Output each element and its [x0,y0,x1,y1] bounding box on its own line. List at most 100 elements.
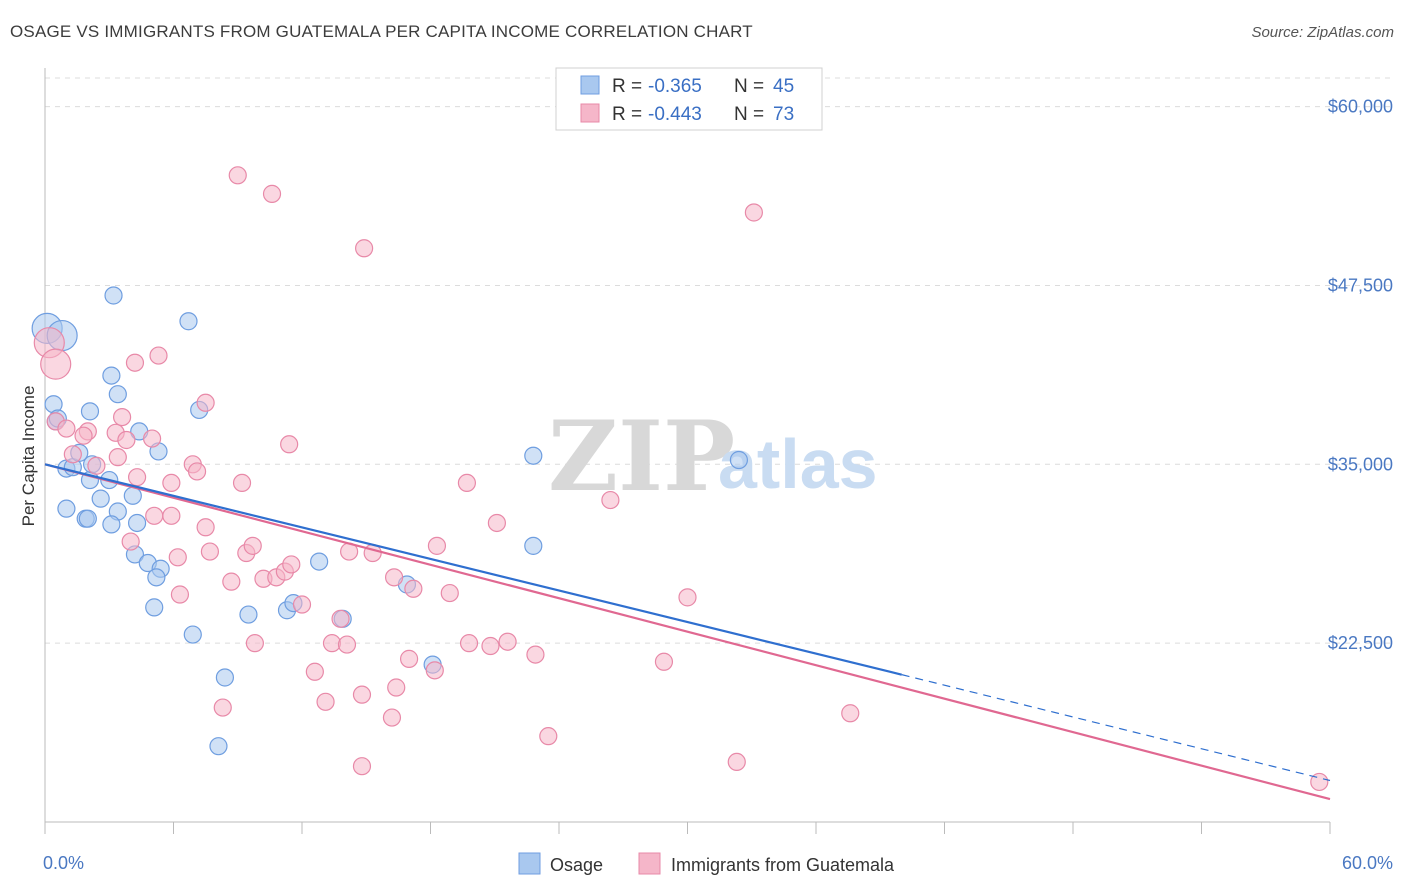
point-guatemala-6 [125,353,145,372]
point-osage-37 [183,625,202,644]
point-osage-24 [102,515,121,534]
point-guatemala-51 [331,609,350,628]
point-guatemala-52 [245,634,264,653]
trend-line-osage [44,463,902,676]
y-tick-label-2: $47,500 [1328,275,1393,295]
point-guatemala-30 [196,518,215,537]
point-guatemala-48 [404,579,423,598]
point-osage-10 [179,312,198,331]
y-tick-label-3: $60,000 [1328,97,1393,117]
point-osage-38 [215,668,234,687]
point-guatemala-49 [440,583,459,603]
trend-lines [44,463,1331,801]
legend-r-label-guatemala: R = [612,104,642,125]
point-osage-43 [729,450,749,470]
point-guatemala-26 [457,473,477,493]
point-guatemala-23 [162,473,181,493]
point-guatemala-27 [601,490,620,510]
legend-n-label-osage: N = [734,76,764,97]
point-guatemala-29 [162,506,181,525]
point-guatemala-61 [305,662,324,681]
point-guatemala-18 [87,456,106,475]
point-guatemala-24 [232,473,252,493]
point-osage-30 [145,598,164,617]
point-osage-34 [310,552,329,571]
legend-swatch-osage [580,75,600,95]
point-guatemala-39 [427,536,447,555]
point-guatemala-57 [498,632,517,651]
point-osage-20 [57,499,76,518]
trend-line-osage-extension [901,674,1331,782]
point-guatemala-71 [727,752,746,772]
point-guatemala-65 [352,685,372,704]
bottom-legend-osage: Osage [550,855,603,875]
point-guatemala-59 [399,649,419,668]
point-osage-42 [524,536,543,555]
legend-swatch-guatemala [580,103,600,123]
point-guatemala-33 [168,548,187,567]
point-guatemala-69 [539,727,558,746]
point-guatemala-66 [213,698,232,717]
point-guatemala-2 [228,166,247,185]
bottom-legend-guatemala: Immigrants from Guatemala [671,855,895,875]
source-label: Source: ZipAtlas.com [1251,24,1394,41]
legend-n-value-osage: 45 [773,76,794,97]
point-guatemala-34 [200,542,220,561]
point-guatemala-63 [387,678,406,697]
point-guatemala-53 [322,634,342,653]
y-axis-label: Per Capita Income [19,386,38,527]
point-guatemala-31 [487,513,506,533]
point-guatemala-50 [678,588,697,607]
point-guatemala-10 [57,419,76,438]
point-guatemala-60 [425,661,444,680]
point-guatemala-44 [222,572,241,591]
point-guatemala-22 [127,468,147,487]
legend-n-label-guatemala: N = [734,104,764,125]
point-osage-5 [80,402,100,421]
x-tick-labels: 0.0% 60.0% [43,853,1393,873]
point-guatemala-19 [108,448,127,467]
point-osage-25 [127,513,147,533]
y-tick-labels: $22,500 $35,000 $47,500 $60,000 [1328,97,1393,654]
point-osage-9 [104,286,123,305]
point-guatemala-7 [149,346,168,365]
series-legend: Osage Immigrants from Guatemala [518,852,895,875]
point-guatemala-28 [145,506,164,525]
point-guatemala-15 [117,430,136,450]
trend-line-guatemala [44,463,1331,801]
point-guatemala-3 [262,184,282,203]
chart-title: OSAGE VS IMMIGRANTS FROM GUATEMALA PER C… [10,22,753,41]
point-osage-41 [524,446,543,465]
series-guatemala-points [33,166,1329,792]
x-tick-label-1: 60.0% [1342,853,1393,873]
legend-r-value-osage: -0.365 [648,76,702,97]
point-guatemala-12 [74,426,93,445]
correlation-legend: R = -0.365 N = 45 R = -0.443 N = 73 [555,67,823,131]
point-guatemala-14 [112,407,132,427]
point-guatemala-68 [841,704,860,723]
point-guatemala-56 [481,636,500,656]
point-osage-7 [108,385,127,404]
point-guatemala-16 [142,429,162,448]
point-guatemala-58 [526,645,545,664]
y-tick-label-0: $22,500 [1328,633,1393,653]
bottom-legend-swatch-guatemala [638,852,661,875]
point-guatemala-55 [459,634,479,653]
point-guatemala-54 [337,635,357,654]
point-osage-39 [209,737,228,756]
bottom-legend-swatch-osage [518,852,541,875]
legend-r-label-osage: R = [612,76,642,97]
legend-n-value-guatemala: 73 [773,104,794,125]
point-osage-22 [78,509,97,528]
legend-r-value-guatemala: -0.443 [648,104,702,125]
watermark-zip: ZIP [548,400,735,513]
point-guatemala-62 [654,652,674,671]
axes [44,68,1331,834]
point-guatemala-8 [196,393,215,412]
x-tick-label-0: 0.0% [43,853,84,873]
point-guatemala-5 [744,203,763,222]
point-guatemala-36 [243,536,262,555]
point-osage-6 [102,366,121,385]
point-guatemala-25 [280,435,299,454]
